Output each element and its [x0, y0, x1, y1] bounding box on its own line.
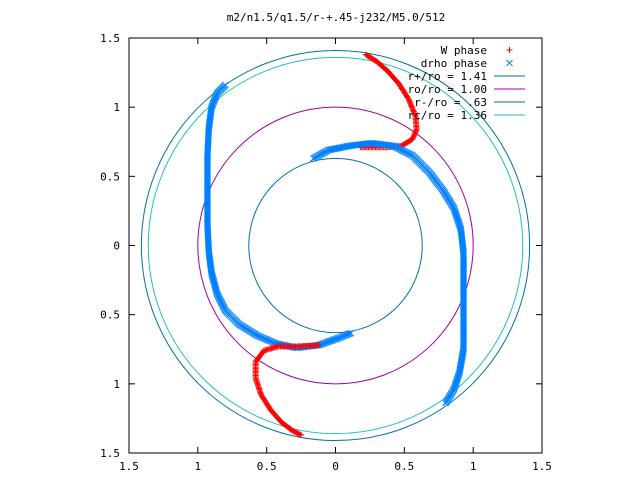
x-tick-label-3: 0: [332, 460, 339, 473]
legend-label-1: drho phase: [421, 57, 487, 70]
x-tick-label-2: 0.5: [257, 460, 277, 473]
y-tick-label-2: 0.5: [100, 170, 120, 183]
series-2: [253, 342, 322, 438]
x-tick-label-4: 0.5: [394, 460, 414, 473]
legend-swatch-1: [507, 60, 513, 66]
legend-label-5: rc/ro = 1.36: [408, 109, 487, 122]
series-0: [357, 52, 419, 151]
chart-title: m2/n1.5/q1.5/r-+.45-j232/M5.0/512: [227, 11, 446, 24]
legend-label-4: r-/ro = .63: [414, 96, 487, 109]
chart-canvas: m2/n1.5/q1.5/r-+.45-j232/M5.0/512 1.5 1 0.…: [0, 0, 640, 480]
x-tick-label-0: 1.5: [119, 460, 139, 473]
series-1: [204, 82, 466, 406]
x-tick-label-5: 1: [470, 460, 477, 473]
legend-label-3: ro/ro = 1.00: [408, 83, 487, 96]
y-tick-label-6: 1.5: [100, 447, 120, 460]
x-tick-label-6: 1.5: [532, 460, 552, 473]
legend-label-2: r+/ro = 1.41: [408, 70, 487, 83]
circle-2: [249, 158, 422, 332]
y-tick-label-3: 0: [113, 240, 120, 253]
y-tick-label-5: 1: [113, 378, 120, 391]
legend-label-0: W phase: [441, 44, 487, 57]
y-tick-label-1: 1: [113, 101, 120, 114]
x-tick-label-1: 1: [195, 460, 202, 473]
y-tick-label-0: 1.5: [100, 32, 120, 45]
legend-swatch-0: [507, 47, 513, 53]
y-tick-label-4: 0.5: [100, 309, 120, 322]
